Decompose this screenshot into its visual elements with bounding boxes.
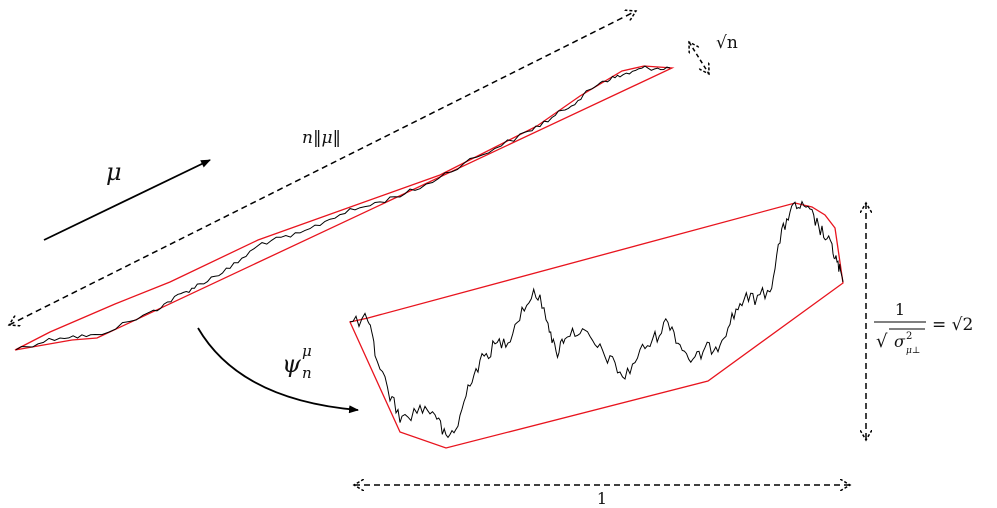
width-label: 1 [597, 489, 607, 508]
svg-text:n: n [302, 364, 312, 382]
sqrt-n-label: √n [716, 33, 738, 53]
transform-arrow [197, 327, 359, 414]
svg-text:μ⊥: μ⊥ [906, 346, 920, 356]
convex-hull-rescaled [349, 202, 844, 449]
height-formula: 1 √ σ 2 μ⊥ = √2 [874, 300, 973, 356]
convex-hull-original [14, 65, 675, 351]
svg-text:μ: μ [302, 342, 312, 360]
svg-text:= √2: = √2 [932, 315, 973, 335]
length-label: n‖μ‖ [302, 128, 341, 148]
svg-text:2: 2 [906, 331, 912, 342]
svg-text:σ: σ [894, 332, 906, 351]
mu-arrow [43, 159, 211, 241]
length-arrow [9, 11, 636, 325]
random-walk-original [15, 65, 671, 351]
sqrt-n-arrow [689, 42, 709, 74]
svg-text:1: 1 [895, 300, 905, 319]
mu-label: μ [106, 158, 122, 186]
random-walk-rescaled [349, 200, 844, 439]
svg-text:ψ: ψ [282, 350, 302, 378]
svg-text:√: √ [876, 331, 888, 352]
psi-label: ψ μ n [282, 342, 312, 382]
